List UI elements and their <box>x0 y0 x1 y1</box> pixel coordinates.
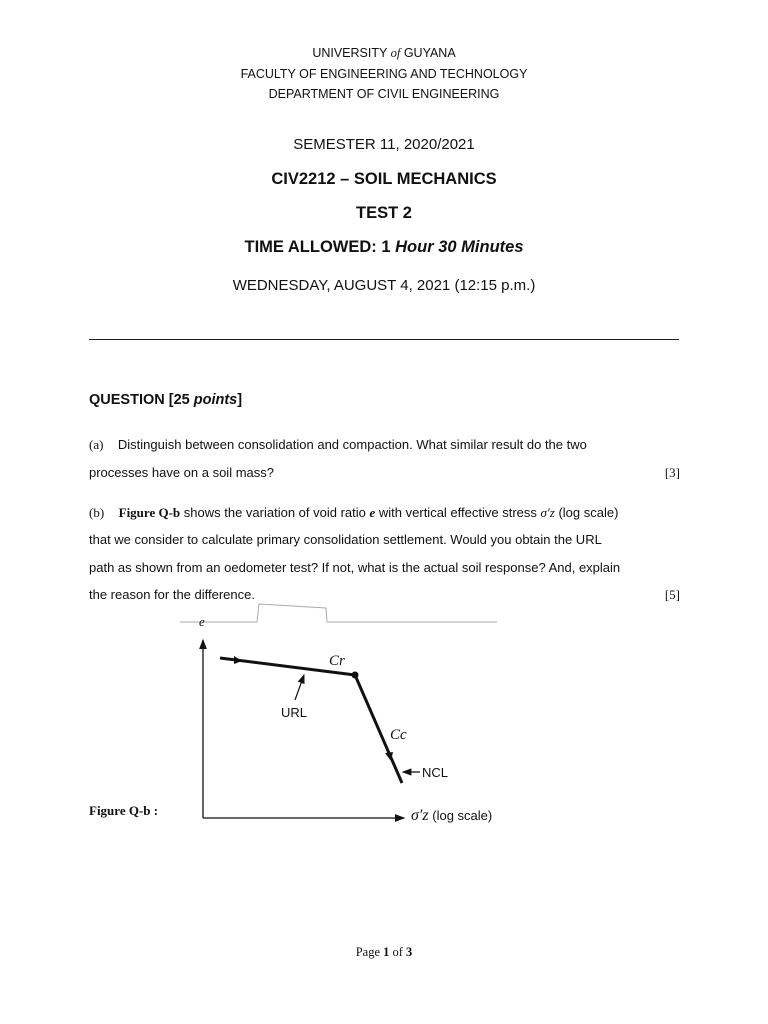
time-allowed: TIME ALLOWED: 1 Hour 30 Minutes <box>244 238 524 256</box>
url-direction-arrow <box>234 656 242 664</box>
url-label: URL <box>281 705 308 720</box>
url-pointer <box>294 673 305 701</box>
y-axis-label: e <box>199 614 205 629</box>
ncl-label: NCL <box>422 765 449 780</box>
divider <box>89 339 679 340</box>
clipping-border <box>180 603 497 623</box>
cr-label: Cr <box>329 653 345 669</box>
knee-point <box>351 671 359 679</box>
cc-label: Cc <box>390 727 407 743</box>
x-axis-label: σ′z (log scale) <box>411 807 493 824</box>
test-title: TEST 2 <box>356 204 412 222</box>
figure-caption: Figure Q-b : <box>89 803 159 818</box>
part-a-line1: (a) Distinguish between consolidation an… <box>89 437 587 452</box>
part-a-line2: processes have on a soil mass? <box>89 465 274 480</box>
part-b-line4: the reason for the difference. <box>89 587 255 602</box>
faculty: FACULTY OF ENGINEERING AND TECHNOLOGY <box>240 67 528 81</box>
part-b-marks: [5] <box>664 587 680 602</box>
part-b-line2: that we consider to calculate primary co… <box>89 532 602 547</box>
part-a-marks: [3] <box>664 465 680 480</box>
exam-date: WEDNESDAY, AUGUST 4, 2021 (12:15 p.m.) <box>232 277 536 294</box>
department: DEPARTMENT OF CIVIL ENGINEERING <box>268 87 500 101</box>
question-title: QUESTION [25 points] <box>89 392 243 408</box>
part-b-line1: (b) Figure Q-b shows the variation of vo… <box>89 505 619 520</box>
ncl-direction-arrow <box>385 752 393 761</box>
url-line <box>219 656 356 677</box>
part-b-line3: path as shown from an oedometer test? If… <box>89 560 621 575</box>
university-name: UNIVERSITY of GUYANA <box>312 46 456 60</box>
page-number: Page 1 of 3 <box>355 945 413 959</box>
course-title: CIV2212 – SOIL MECHANICS <box>271 170 497 188</box>
semester: SEMESTER 11, 2020/2021 <box>293 136 475 153</box>
ncl-line <box>353 674 404 784</box>
